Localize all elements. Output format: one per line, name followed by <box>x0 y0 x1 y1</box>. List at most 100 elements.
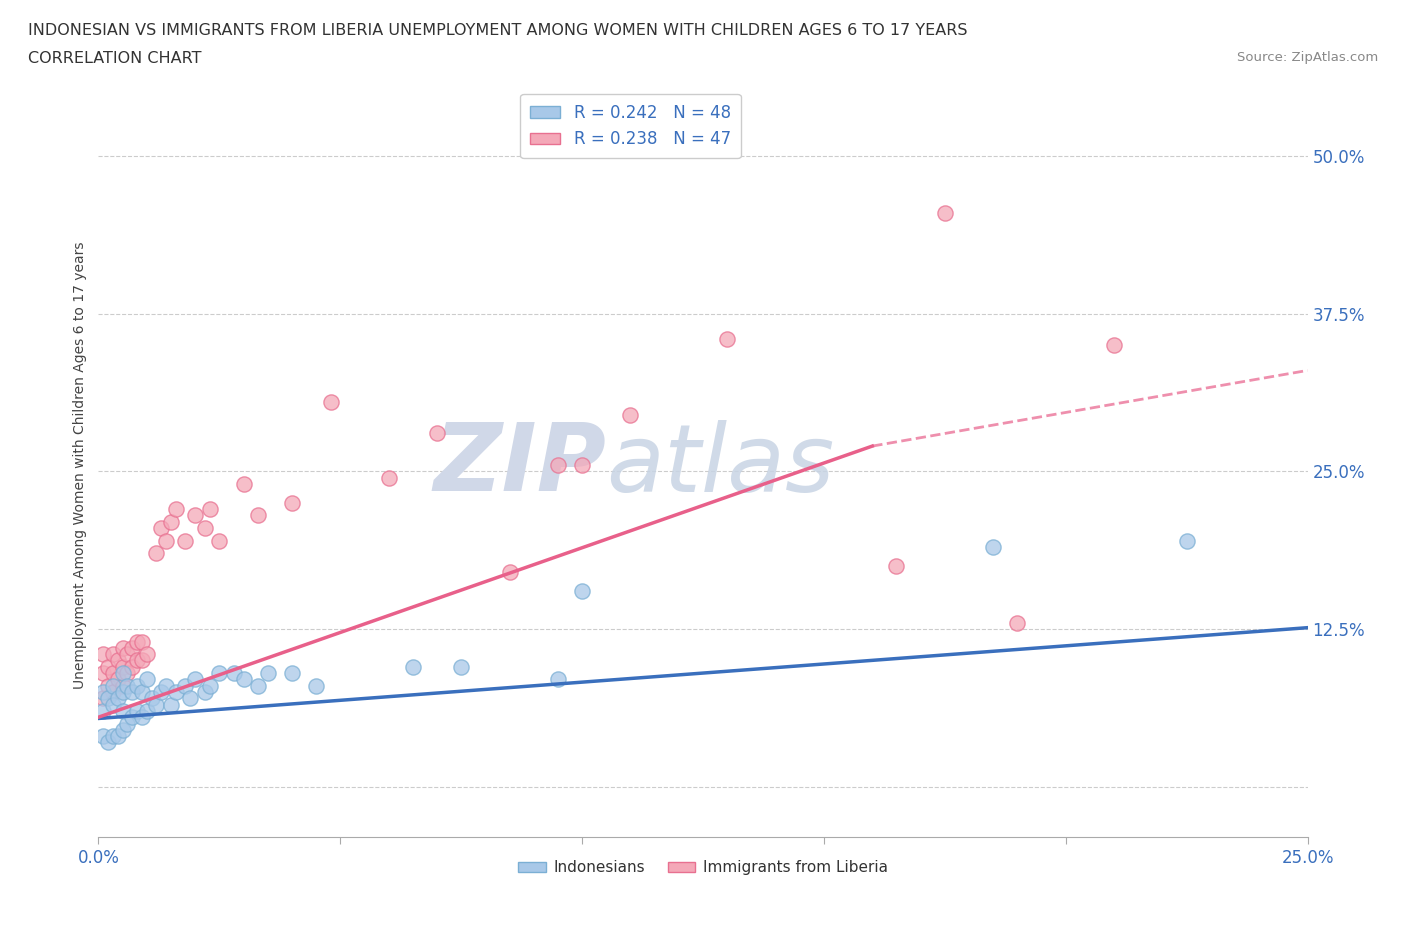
Point <box>619 407 641 422</box>
Point <box>121 684 143 699</box>
Point <box>117 678 139 693</box>
Text: atlas: atlas <box>606 419 835 511</box>
Point <box>111 678 134 693</box>
Point <box>135 703 157 718</box>
Point <box>97 691 120 706</box>
Point <box>101 698 124 712</box>
Point <box>305 678 328 693</box>
Point <box>198 678 221 693</box>
Point <box>571 584 593 599</box>
Point <box>232 476 254 491</box>
Point <box>97 678 120 693</box>
Point <box>198 501 221 516</box>
Legend: Indonesians, Immigrants from Liberia: Indonesians, Immigrants from Liberia <box>512 855 894 882</box>
Point <box>141 691 163 706</box>
Point <box>117 716 139 731</box>
Point <box>194 684 217 699</box>
Point <box>91 684 114 699</box>
Point <box>91 646 114 661</box>
Point <box>886 558 908 573</box>
Point <box>121 710 143 724</box>
Point <box>232 672 254 687</box>
Point <box>117 646 139 661</box>
Point <box>498 565 520 579</box>
Point <box>107 653 129 668</box>
Point <box>127 634 149 649</box>
Point <box>450 659 472 674</box>
Point <box>127 678 149 693</box>
Point <box>91 666 114 681</box>
Point <box>319 394 342 409</box>
Point <box>111 641 134 656</box>
Point <box>91 729 114 744</box>
Point <box>121 641 143 656</box>
Point <box>281 496 304 511</box>
Point <box>571 458 593 472</box>
Point <box>208 666 231 681</box>
Point <box>160 514 183 529</box>
Point <box>222 666 245 681</box>
Point <box>184 508 207 523</box>
Point <box>101 729 124 744</box>
Point <box>247 508 270 523</box>
Point <box>145 698 167 712</box>
Point <box>426 426 449 441</box>
Point <box>91 691 114 706</box>
Point <box>716 331 738 346</box>
Point <box>91 703 114 718</box>
Point <box>377 471 399 485</box>
Point <box>127 703 149 718</box>
Point <box>97 735 120 750</box>
Point <box>165 501 187 516</box>
Point <box>247 678 270 693</box>
Point <box>145 546 167 561</box>
Point <box>155 678 177 693</box>
Point <box>1102 338 1125 352</box>
Point <box>101 646 124 661</box>
Point <box>107 672 129 687</box>
Point <box>131 684 153 699</box>
Point <box>107 691 129 706</box>
Point <box>208 533 231 548</box>
Point <box>111 703 134 718</box>
Point <box>402 659 425 674</box>
Point <box>174 533 197 548</box>
Point <box>135 646 157 661</box>
Point <box>135 672 157 687</box>
Text: Source: ZipAtlas.com: Source: ZipAtlas.com <box>1237 51 1378 64</box>
Point <box>179 691 201 706</box>
Point <box>174 678 197 693</box>
Point <box>155 533 177 548</box>
Point <box>101 684 124 699</box>
Point <box>1175 533 1198 548</box>
Point <box>117 666 139 681</box>
Point <box>547 672 569 687</box>
Point <box>111 684 134 699</box>
Point <box>256 666 278 681</box>
Point <box>131 634 153 649</box>
Point <box>1007 615 1029 630</box>
Text: ZIP: ZIP <box>433 419 606 511</box>
Point <box>131 653 153 668</box>
Point <box>131 710 153 724</box>
Y-axis label: Unemployment Among Women with Children Ages 6 to 17 years: Unemployment Among Women with Children A… <box>73 241 87 689</box>
Point <box>160 698 183 712</box>
Point <box>121 659 143 674</box>
Point <box>150 521 173 536</box>
Point <box>184 672 207 687</box>
Point <box>107 729 129 744</box>
Point <box>101 666 124 681</box>
Point <box>150 684 173 699</box>
Point <box>127 653 149 668</box>
Text: CORRELATION CHART: CORRELATION CHART <box>28 51 201 66</box>
Point <box>165 684 187 699</box>
Point <box>111 723 134 737</box>
Point <box>111 659 134 674</box>
Point <box>101 678 124 693</box>
Text: INDONESIAN VS IMMIGRANTS FROM LIBERIA UNEMPLOYMENT AMONG WOMEN WITH CHILDREN AGE: INDONESIAN VS IMMIGRANTS FROM LIBERIA UN… <box>28 23 967 38</box>
Point <box>981 539 1004 554</box>
Point <box>281 666 304 681</box>
Point <box>111 666 134 681</box>
Point <box>547 458 569 472</box>
Point <box>97 659 120 674</box>
